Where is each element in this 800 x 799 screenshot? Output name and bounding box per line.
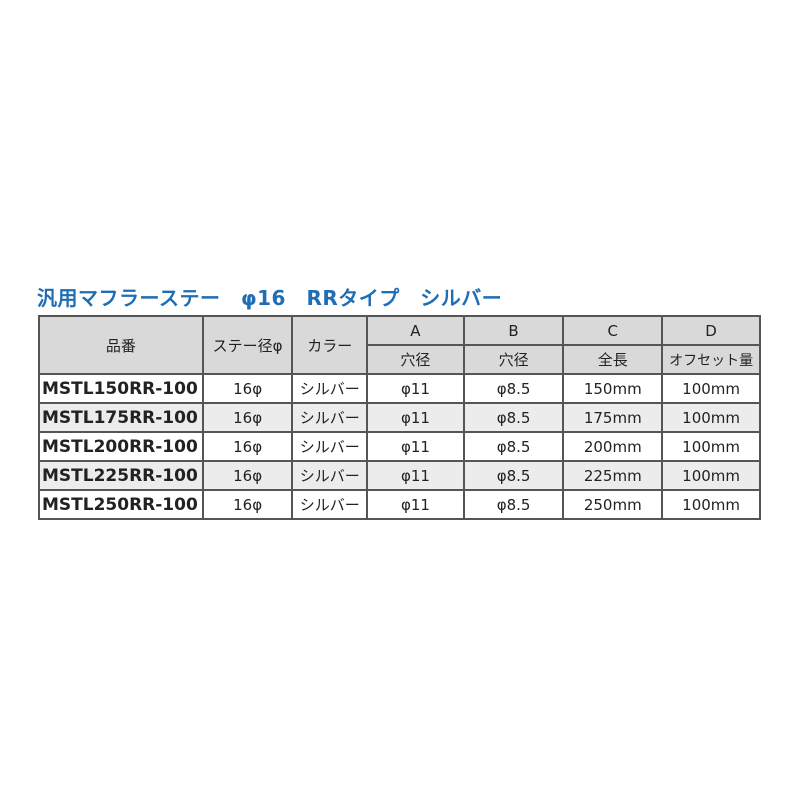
header-stay-diameter: ステー径φ [201, 315, 294, 375]
cell-color: シルバー [291, 460, 369, 491]
table-row: MSTL150RR-100 16φ シルバー φ11 φ8.5 150mm 100mm [38, 373, 761, 404]
table-title: 汎用マフラーステー φ16 RRタイプ シルバー [37, 286, 503, 310]
cell-a: φ11 [366, 402, 465, 433]
header-a-sub: 穴径 [366, 344, 465, 375]
header-b: B [462, 315, 565, 346]
cell-color: シルバー [291, 402, 369, 433]
cell-stay: 16φ [201, 402, 294, 433]
header-c: C [562, 315, 664, 346]
header-a: A [366, 315, 465, 346]
cell-c: 175mm [562, 402, 664, 433]
cell-d: 100mm [661, 489, 761, 520]
cell-c: 225mm [562, 460, 664, 491]
header-row: 品番 ステー径φ カラー A B C D [38, 315, 761, 375]
cell-d: 100mm [661, 402, 761, 433]
cell-b: φ8.5 [462, 431, 565, 462]
cell-b: φ8.5 [462, 373, 565, 404]
spec-table: 品番 ステー径φ カラー A B C D 穴径 穴径 全長 オフセット量 MST… [38, 315, 761, 520]
cell-d: 100mm [661, 373, 761, 404]
cell-b: φ8.5 [462, 460, 565, 491]
cell-a: φ11 [366, 431, 465, 462]
cell-a: φ11 [366, 373, 465, 404]
table-row: MSTL200RR-100 16φ シルバー φ11 φ8.5 200mm 100mm [38, 431, 761, 462]
cell-stay: 16φ [201, 460, 294, 491]
header-color: カラー [291, 315, 369, 375]
cell-d: 100mm [661, 431, 761, 462]
header-d: D [661, 315, 761, 346]
cell-c: 200mm [562, 431, 664, 462]
cell-stay: 16φ [201, 489, 294, 520]
cell-part-no: MSTL175RR-100 [38, 402, 204, 433]
cell-part-no: MSTL225RR-100 [38, 460, 204, 491]
cell-b: φ8.5 [462, 402, 565, 433]
subheader-row: 穴径 穴径 全長 オフセット量 [39, 344, 761, 375]
cell-stay: 16φ [201, 431, 294, 462]
cell-color: シルバー [291, 489, 369, 520]
cell-part-no: MSTL150RR-100 [38, 373, 204, 404]
header-b-sub: 穴径 [462, 344, 565, 375]
header-c-sub: 全長 [562, 344, 664, 375]
cell-part-no: MSTL250RR-100 [38, 489, 204, 520]
cell-d: 100mm [661, 460, 761, 491]
cell-c: 150mm [562, 373, 664, 404]
cell-a: φ11 [366, 489, 465, 520]
table-row: MSTL225RR-100 16φ シルバー φ11 φ8.5 225mm 100mm [38, 460, 761, 491]
table-row: MSTL175RR-100 16φ シルバー φ11 φ8.5 175mm 100mm [38, 402, 761, 433]
cell-part-no: MSTL200RR-100 [38, 431, 204, 462]
cell-a: φ11 [366, 460, 465, 491]
cell-b: φ8.5 [462, 489, 565, 520]
cell-color: シルバー [291, 431, 369, 462]
header-part-no: 品番 [38, 315, 204, 375]
table-row: MSTL250RR-100 16φ シルバー φ11 φ8.5 250mm 100mm [38, 489, 761, 520]
cell-stay: 16φ [201, 373, 294, 404]
cell-c: 250mm [562, 489, 664, 520]
cell-color: シルバー [291, 373, 369, 404]
header-d-sub: オフセット量 [661, 344, 761, 375]
